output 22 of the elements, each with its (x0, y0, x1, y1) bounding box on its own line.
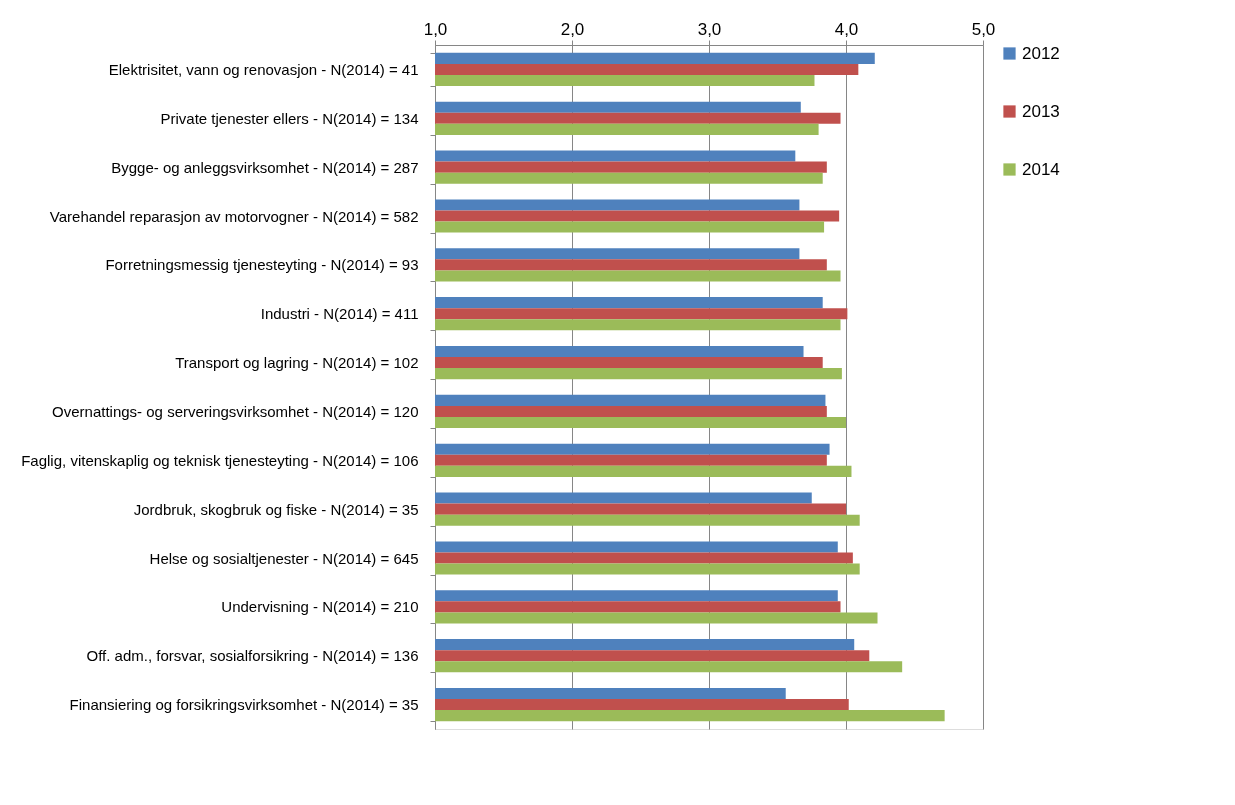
y-tick-label: Jordbruk, skogbruk og fiske - N(2014) = 35 (133, 500, 419, 518)
x-tick-label: 1,0 (423, 19, 448, 39)
x-tick-label: 4,0 (834, 19, 859, 39)
y-tick-label: Varehandel reparasjon av motorvogner - N(2014) = 582 (49, 207, 419, 225)
x-tick-label: 3,0 (697, 19, 722, 39)
y-tick-label: Bygge- og anleggsvirksomhet - N(2014) = 287 (111, 158, 419, 176)
x-tick-label: 5,0 (971, 19, 996, 39)
y-tick-label: Off. adm., forsvar, sosialforsikring - N(2014) = 136 (86, 647, 419, 665)
y-tick-label: Forretningsmessig tjenesteyting - N(2014) = 93 (105, 256, 419, 274)
y-tick-label: Transport og lagring - N(2014) = 102 (175, 354, 419, 372)
legend-label: 2013 (1022, 101, 1060, 121)
legend-label: 2014 (1022, 159, 1060, 179)
y-tick-label: Faglig, vitenskaplig og teknisk tjenesteyting - N(2014) = 106 (21, 451, 419, 469)
y-tick-label: Helse og sosialtjenester - N(2014) = 645 (149, 549, 419, 567)
y-tick-label: Elektrisitet, vann og renovasjon - N(2014) = 41 (108, 60, 419, 78)
y-tick-label: Finansiering og forsikringsvirksomhet - N(2014) = 35 (69, 696, 419, 714)
y-tick-label: Overnattings- og serveringsvirksomhet - N(2014) = 120 (52, 402, 419, 420)
legend-label: 2012 (1022, 43, 1060, 63)
x-tick-label: 2,0 (560, 19, 585, 39)
y-tick-label: Private tjenester ellers - N(2014) = 134 (160, 109, 419, 127)
y-tick-label: Undervisning - N(2014) = 210 (221, 598, 419, 616)
y-tick-label: Industri - N(2014) = 411 (260, 305, 419, 323)
